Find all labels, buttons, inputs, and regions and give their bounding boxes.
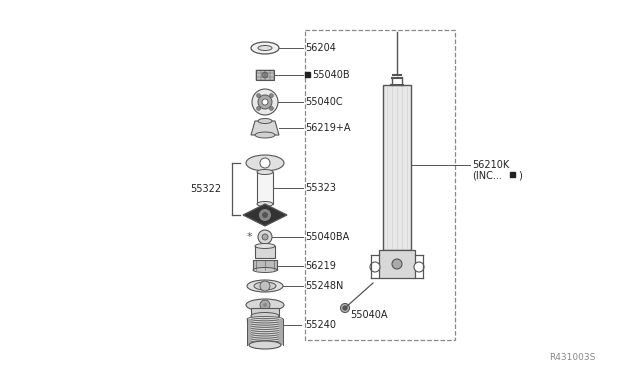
Ellipse shape [255, 244, 275, 248]
Ellipse shape [249, 341, 281, 349]
Text: 56204: 56204 [305, 43, 336, 53]
Ellipse shape [258, 45, 272, 51]
Ellipse shape [246, 155, 284, 171]
Bar [510, 172, 515, 177]
Circle shape [259, 209, 271, 221]
Ellipse shape [247, 317, 283, 321]
Bar [255, 246, 275, 258]
Text: 55040C: 55040C [305, 97, 342, 107]
Bar [257, 172, 273, 204]
Text: 55248N: 55248N [305, 281, 344, 291]
Circle shape [262, 99, 268, 105]
Circle shape [260, 158, 270, 168]
Text: 55322: 55322 [190, 184, 221, 194]
Bar [256, 70, 274, 80]
Circle shape [343, 306, 347, 310]
Text: 55323: 55323 [305, 183, 336, 193]
Ellipse shape [248, 324, 282, 329]
Circle shape [260, 300, 270, 310]
Bar [379, 250, 415, 278]
Text: 55240: 55240 [305, 320, 336, 330]
Text: R431003S: R431003S [548, 353, 595, 362]
Bar [383, 85, 411, 250]
Text: (INC...: (INC... [472, 170, 502, 180]
Ellipse shape [257, 170, 273, 174]
Ellipse shape [253, 267, 277, 273]
Ellipse shape [255, 132, 275, 138]
Circle shape [262, 72, 268, 78]
Ellipse shape [247, 318, 283, 323]
Polygon shape [243, 204, 287, 226]
Text: 55040B: 55040B [312, 70, 349, 80]
Bar [305, 72, 310, 77]
Circle shape [392, 259, 402, 269]
Ellipse shape [249, 339, 281, 344]
Ellipse shape [248, 331, 282, 336]
Circle shape [370, 262, 380, 272]
Text: ): ) [516, 170, 523, 180]
Ellipse shape [247, 280, 283, 292]
Ellipse shape [254, 282, 276, 290]
Text: 56219+A: 56219+A [305, 123, 351, 133]
Circle shape [269, 106, 273, 110]
Ellipse shape [248, 335, 282, 340]
Ellipse shape [247, 320, 283, 325]
Ellipse shape [248, 330, 282, 334]
Ellipse shape [249, 341, 281, 346]
Ellipse shape [249, 337, 282, 342]
Text: 55040A: 55040A [350, 310, 387, 320]
Ellipse shape [258, 119, 272, 124]
Ellipse shape [246, 299, 284, 311]
Polygon shape [251, 121, 279, 135]
Circle shape [269, 94, 273, 97]
Circle shape [257, 94, 260, 97]
Text: *: * [246, 232, 252, 242]
Text: 56219: 56219 [305, 261, 336, 271]
Bar [251, 308, 279, 316]
Text: 55040BA: 55040BA [305, 232, 349, 242]
Circle shape [262, 212, 268, 218]
Ellipse shape [251, 42, 279, 54]
Ellipse shape [248, 326, 282, 331]
Circle shape [258, 230, 272, 244]
Ellipse shape [248, 333, 282, 338]
Circle shape [414, 262, 424, 272]
Bar [305, 30, 455, 340]
Circle shape [340, 304, 349, 312]
Circle shape [258, 95, 272, 109]
Circle shape [252, 89, 278, 115]
Ellipse shape [248, 322, 282, 327]
Ellipse shape [257, 202, 273, 206]
Circle shape [262, 234, 268, 240]
Circle shape [263, 303, 267, 307]
Ellipse shape [248, 328, 282, 333]
Ellipse shape [251, 312, 279, 320]
Circle shape [260, 281, 270, 291]
Text: 56210K: 56210K [472, 160, 509, 170]
Bar [253, 260, 277, 270]
Circle shape [257, 106, 260, 110]
